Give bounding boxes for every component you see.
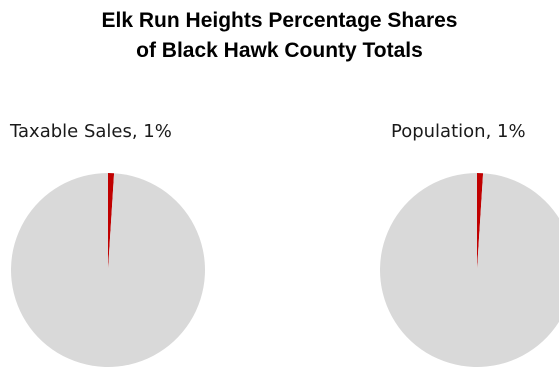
pie-label-population: Population, 1% xyxy=(391,121,526,142)
chart-title-line-2: of Black Hawk County Totals xyxy=(136,39,423,62)
chart-title-line-1: Elk Run Heights Percentage Shares xyxy=(101,9,458,32)
pie-label-taxable-sales: Taxable Sales, 1% xyxy=(10,121,172,142)
pie-0-remainder-slice xyxy=(10,173,205,368)
chart-title: Elk Run Heights Percentage Shares of Bla… xyxy=(0,6,559,66)
pie-0-highlight-slice xyxy=(108,173,115,270)
pie-1-highlight-slice xyxy=(477,173,484,270)
pie-1-remainder-slice xyxy=(380,173,559,367)
